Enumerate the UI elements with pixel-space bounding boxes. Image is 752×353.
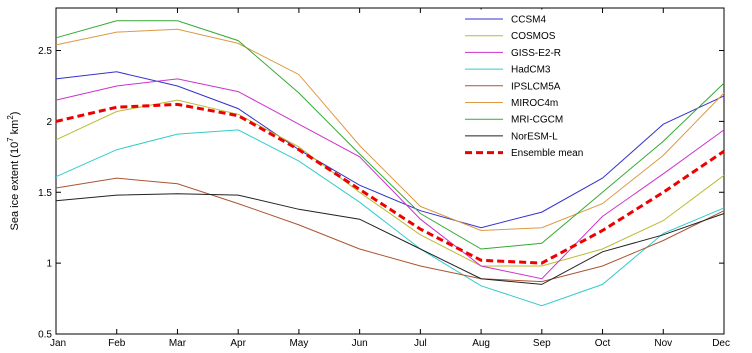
x-axis: Jan Feb Mar Apr May Jun Jul Aug Sep Oct Nov Dec bbox=[50, 8, 730, 349]
y-tick-label: 0.5 bbox=[38, 330, 52, 341]
series-line-noresm-l bbox=[55, 193, 725, 285]
legend-label: HadCM3 bbox=[511, 65, 551, 76]
y-tick-label: 1.5 bbox=[38, 188, 52, 199]
y-axis-title: Sea ice extent (107 km2) bbox=[6, 112, 21, 231]
series-line-hadcm3 bbox=[55, 129, 725, 307]
x-tick-label: Aug bbox=[472, 338, 490, 349]
x-tick-label: Sep bbox=[533, 338, 551, 349]
x-tick-label: May bbox=[289, 338, 308, 349]
series-lines bbox=[55, 20, 725, 307]
x-tick-label: Mar bbox=[169, 338, 187, 349]
y-tick-label: 1 bbox=[46, 259, 52, 270]
legend-label: NorESM-L bbox=[511, 131, 558, 142]
legend-box bbox=[452, 9, 602, 161]
y-axis: 0.5 1 1.5 2 2.5 bbox=[38, 46, 724, 341]
legend-label: COSMOS bbox=[511, 31, 556, 42]
legend-label: MRI-CGCM bbox=[511, 115, 563, 126]
y-axis-title-end: ) bbox=[9, 112, 21, 116]
y-axis-title-base: Sea ice extent (10 bbox=[9, 142, 21, 231]
series-line-mri-cgcm bbox=[55, 20, 725, 250]
y-tick-label: 2.5 bbox=[38, 46, 52, 57]
legend-label: MIROC4m bbox=[511, 98, 558, 109]
legend-items: CCSM4 COSMOS GISS-E2-R HadCM3 IPSLCM5A MIROC4… bbox=[465, 15, 583, 159]
y-axis-title-mid: km bbox=[9, 120, 21, 138]
x-tick-label: Jun bbox=[352, 338, 368, 349]
x-tick-label: Feb bbox=[108, 338, 126, 349]
x-tick-label: Oct bbox=[595, 338, 611, 349]
x-tick-label: Jul bbox=[414, 338, 427, 349]
y-axis-title-exp2: 2 bbox=[6, 115, 15, 120]
legend-label: CCSM4 bbox=[511, 15, 546, 26]
series-line-ensemble-mean bbox=[55, 102, 725, 265]
series-line-giss-e2-r bbox=[55, 78, 725, 280]
series-line-cosmos bbox=[55, 99, 725, 267]
series-line-ipslcm5a bbox=[55, 177, 725, 283]
x-tick-label: Jan bbox=[50, 338, 66, 349]
x-tick-label: Nov bbox=[654, 338, 672, 349]
series-line-ccsm4 bbox=[55, 71, 725, 229]
y-axis-title-exp1: 7 bbox=[6, 137, 15, 142]
plot-frame bbox=[55, 7, 725, 335]
x-tick-label: Apr bbox=[230, 338, 246, 349]
y-tick-label: 2 bbox=[46, 117, 52, 128]
legend-label: Ensemble mean bbox=[511, 148, 583, 159]
x-tick-label: Dec bbox=[712, 338, 730, 349]
legend-label: GISS-E2-R bbox=[511, 48, 561, 59]
series-line-miroc4m bbox=[55, 28, 725, 232]
legend: CCSM4 COSMOS GISS-E2-R HadCM3 IPSLCM5A MIROC4… bbox=[452, 9, 602, 161]
legend-label: IPSLCM5A bbox=[511, 81, 561, 92]
